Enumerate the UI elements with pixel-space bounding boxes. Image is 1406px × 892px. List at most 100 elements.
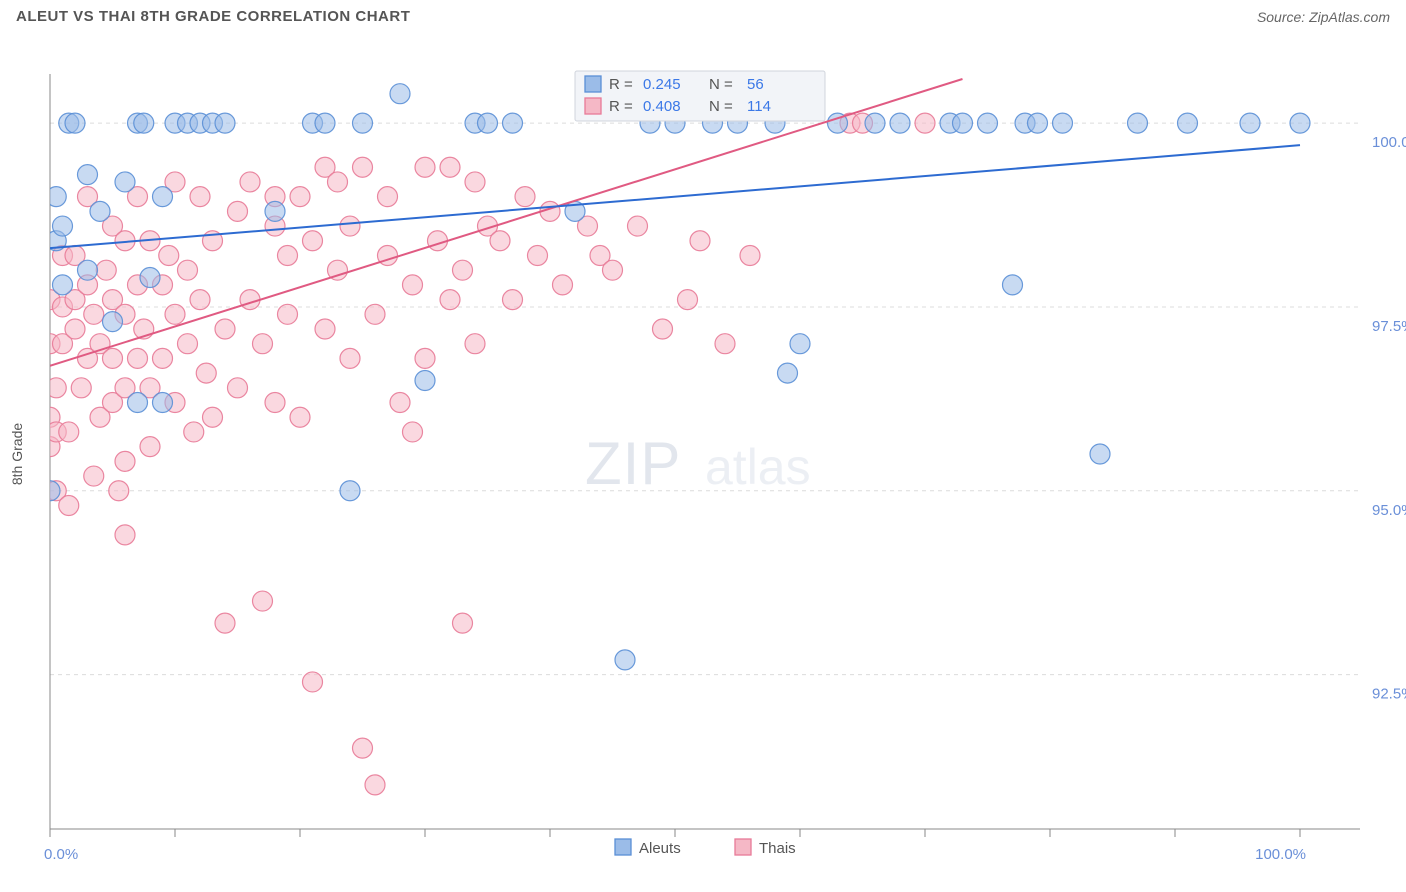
data-point: [440, 157, 460, 177]
data-point: [553, 275, 573, 295]
data-point: [615, 650, 635, 670]
data-point: [240, 172, 260, 192]
legend-swatch: [735, 839, 751, 855]
data-point: [278, 304, 298, 324]
data-point: [103, 348, 123, 368]
data-point: [215, 113, 235, 133]
data-point: [478, 113, 498, 133]
data-point: [71, 378, 91, 398]
data-point: [90, 201, 110, 221]
data-point: [340, 216, 360, 236]
data-point: [390, 393, 410, 413]
data-point: [778, 363, 798, 383]
data-point: [159, 245, 179, 265]
y-tick-label: 97.5%: [1372, 318, 1406, 335]
data-point: [390, 84, 410, 104]
data-point: [178, 260, 198, 280]
data-point: [165, 304, 185, 324]
data-point: [353, 157, 373, 177]
data-point: [365, 304, 385, 324]
data-point: [215, 319, 235, 339]
data-point: [128, 393, 148, 413]
data-point: [290, 407, 310, 427]
data-point: [53, 216, 73, 236]
data-point: [78, 260, 98, 280]
data-point: [403, 275, 423, 295]
data-point: [465, 334, 485, 354]
data-point: [196, 363, 216, 383]
data-point: [134, 113, 154, 133]
data-point: [65, 319, 85, 339]
chart-area: 92.5%95.0%97.5%100.0%0.0%100.0%8th Grade…: [0, 29, 1406, 881]
data-point: [628, 216, 648, 236]
watermark: atlas: [705, 439, 811, 495]
data-point: [253, 334, 273, 354]
legend-swatch: [585, 76, 601, 92]
data-point: [403, 422, 423, 442]
data-point: [603, 260, 623, 280]
data-point: [1028, 113, 1048, 133]
data-point: [465, 172, 485, 192]
data-point: [328, 172, 348, 192]
data-point: [303, 231, 323, 251]
data-point: [978, 113, 998, 133]
data-point: [415, 370, 435, 390]
y-tick-label: 100.0%: [1372, 134, 1406, 151]
source-label: Source: ZipAtlas.com: [1257, 9, 1390, 25]
data-point: [59, 422, 79, 442]
data-point: [1240, 113, 1260, 133]
data-point: [303, 672, 323, 692]
data-point: [353, 738, 373, 758]
data-point: [140, 437, 160, 457]
data-point: [178, 334, 198, 354]
y-tick-label: 95.0%: [1372, 502, 1406, 519]
data-point: [153, 348, 173, 368]
data-point: [153, 393, 173, 413]
data-point: [453, 613, 473, 633]
data-point: [240, 290, 260, 310]
data-point: [190, 187, 210, 207]
data-point: [109, 481, 129, 501]
data-point: [115, 172, 135, 192]
data-point: [315, 113, 335, 133]
data-point: [503, 290, 523, 310]
data-point: [1053, 113, 1073, 133]
data-point: [40, 481, 60, 501]
data-point: [340, 348, 360, 368]
data-point: [340, 481, 360, 501]
data-point: [353, 113, 373, 133]
watermark: ZIP: [585, 430, 681, 497]
data-point: [115, 451, 135, 471]
stat-r-label: R =: [609, 98, 633, 115]
data-point: [915, 113, 935, 133]
data-point: [528, 245, 548, 265]
data-point: [440, 290, 460, 310]
data-point: [290, 187, 310, 207]
stat-n-label: N =: [709, 98, 733, 115]
x-tick-label: 0.0%: [44, 846, 78, 863]
scatter-chart: 92.5%95.0%97.5%100.0%0.0%100.0%8th Grade…: [0, 29, 1406, 881]
data-point: [790, 334, 810, 354]
y-axis-label: 8th Grade: [9, 423, 25, 485]
data-point: [96, 260, 116, 280]
data-point: [53, 275, 73, 295]
data-point: [128, 348, 148, 368]
data-point: [278, 245, 298, 265]
data-point: [78, 165, 98, 185]
stat-n-value: 56: [747, 76, 764, 93]
data-point: [1003, 275, 1023, 295]
data-point: [203, 407, 223, 427]
data-point: [140, 268, 160, 288]
data-point: [115, 525, 135, 545]
data-point: [184, 422, 204, 442]
data-point: [265, 201, 285, 221]
data-point: [215, 613, 235, 633]
data-point: [365, 775, 385, 795]
stat-n-value: 114: [747, 98, 771, 115]
data-point: [84, 466, 104, 486]
data-point: [865, 113, 885, 133]
data-point: [228, 378, 248, 398]
stat-r-label: R =: [609, 76, 633, 93]
stat-n-label: N =: [709, 76, 733, 93]
data-point: [315, 319, 335, 339]
